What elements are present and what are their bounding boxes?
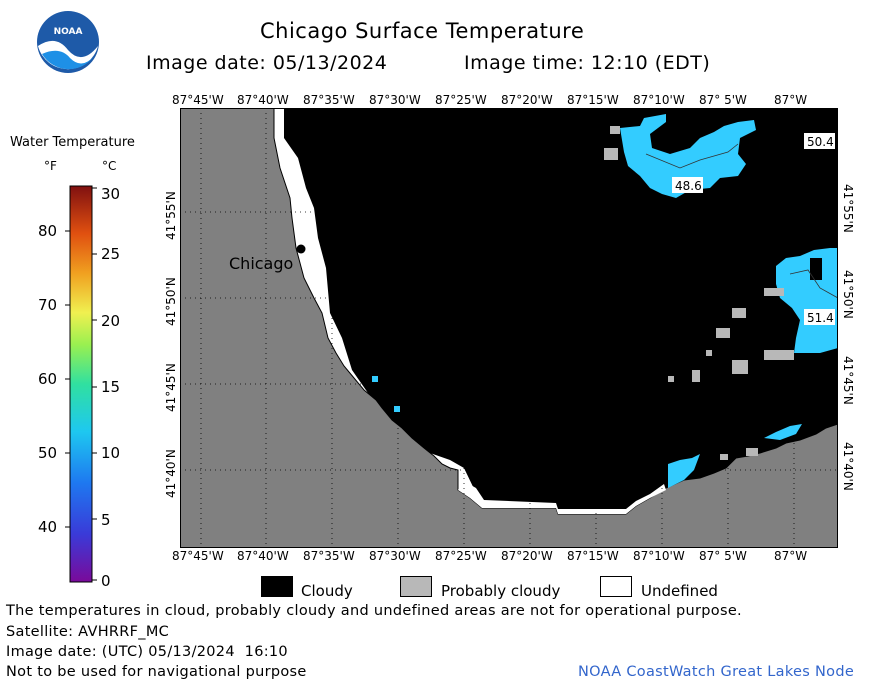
water-patch-ne — [620, 114, 756, 198]
lon-label: 87°W — [774, 93, 807, 107]
lon-labels-top: 87°45'W 87°40'W 87°35'W 87°30'W 87°25'W … — [172, 93, 807, 107]
c-tick-label: 30 — [101, 185, 120, 203]
f-tick-label: 60 — [38, 370, 57, 388]
page-title: Chicago Surface Temperature — [260, 19, 585, 43]
legend-probably-cloudy-swatch — [400, 576, 432, 597]
city-label: Chicago — [229, 254, 293, 273]
contour-line — [789, 269, 838, 299]
lon-label: 87°45'W — [172, 93, 224, 107]
colorbar-gradient — [69, 185, 93, 583]
map-border — [180, 108, 838, 548]
lat-label: 41°40'N — [841, 442, 855, 491]
lon-label: 87°25'W — [435, 549, 487, 563]
colorbar-c-ticks — [92, 187, 97, 581]
lat-labels-left: 41°55'N 41°50'N 41°45'N 41°40'N — [164, 191, 178, 498]
colorbar-unit-c: °C — [102, 159, 117, 173]
lon-label: 87°20'W — [501, 549, 553, 563]
chicago-marker — [296, 244, 306, 254]
lat-label: 41°55'N — [841, 184, 855, 233]
lat-labels-right: 41°55'N 41°50'N 41°45'N 41°40'N — [841, 184, 855, 491]
water-patch-e — [776, 248, 838, 353]
lat-label: 41°45'N — [841, 356, 855, 405]
colorbar: 30 25 20 15 10 5 0 80 70 60 50 40 — [38, 185, 120, 590]
lat-label: 41°45'N — [164, 363, 178, 412]
f-tick-label: 40 — [38, 518, 57, 536]
contour-line — [645, 143, 739, 169]
c-tick-label: 0 — [101, 572, 111, 590]
lon-label: 87°W — [774, 549, 807, 563]
image-time: Image time: 12:10 (EDT) — [464, 52, 711, 74]
lon-label: 87°10'W — [633, 549, 685, 563]
colorbar-unit-f: °F — [44, 159, 57, 173]
water-pixel — [372, 376, 378, 382]
map-panel: Chicago 50.4 48.6 51.4 — [180, 108, 838, 548]
lon-label: 87°15'W — [567, 93, 619, 107]
temperature-label-1: 50.4 — [804, 133, 835, 149]
colorbar-f-ticks — [65, 230, 70, 528]
lon-label: 87°10'W — [633, 93, 685, 107]
svg-text:48.6: 48.6 — [675, 179, 702, 193]
c-tick-label: 15 — [101, 378, 120, 396]
legend-cloudy-label: Cloudy — [301, 582, 353, 600]
lon-label: 87°15'W — [567, 549, 619, 563]
disclaimer-text: The temperatures in cloud, probably clou… — [6, 603, 742, 619]
image-date: Image date: 05/13/2024 — [146, 52, 388, 74]
lon-label: 87°30'W — [369, 93, 421, 107]
f-tick-label: 50 — [38, 444, 57, 462]
undefined-bottom-edge — [458, 480, 666, 514]
legend-probably-cloudy-label: Probably cloudy — [441, 582, 561, 600]
satellite-text: Satellite: AVHRRF_MC — [6, 624, 170, 640]
noaa-logo-text: NOAA — [54, 27, 83, 37]
nav-warning-text: Not to be used for navigational purpose — [6, 664, 307, 680]
f-tick-label: 70 — [38, 296, 57, 314]
lon-label: 87°45'W — [172, 549, 224, 563]
lat-label: 41°50'N — [841, 270, 855, 319]
lon-label: 87° 5'W — [699, 93, 747, 107]
lon-label: 87°25'W — [435, 93, 487, 107]
noaa-logo-icon: NOAA — [37, 11, 99, 73]
land-area — [180, 108, 838, 548]
water-patch-se2 — [764, 424, 802, 440]
svg-text:51.4: 51.4 — [807, 311, 834, 325]
svg-text:50.4: 50.4 — [807, 135, 834, 149]
legend-undefined-label: Undefined — [641, 582, 718, 600]
lon-label: 87°35'W — [303, 549, 355, 563]
lon-label: 87°40'W — [237, 549, 289, 563]
lon-label: 87°30'W — [369, 549, 421, 563]
legend-undefined-swatch — [600, 576, 632, 597]
utc-date-text: Image date: (UTC) 05/13/2024 16:10 — [6, 644, 288, 660]
lon-label: 87°20'W — [501, 93, 553, 107]
legend-cloudy-swatch — [261, 576, 293, 597]
c-tick-label: 25 — [101, 245, 120, 263]
noaa-logo: NOAA — [36, 10, 100, 74]
lon-labels-bottom: 87°45'W 87°40'W 87°35'W 87°30'W 87°25'W … — [172, 549, 807, 563]
lat-label: 41°40'N — [164, 449, 178, 498]
lat-label: 41°55'N — [164, 191, 178, 240]
probably-cloudy-patches — [604, 126, 794, 460]
water-patch-se — [668, 454, 700, 488]
f-tick-label: 80 — [38, 222, 57, 240]
c-tick-label: 20 — [101, 312, 120, 330]
lon-label: 87°40'W — [237, 93, 289, 107]
temperature-label-2: 48.6 — [672, 177, 703, 193]
lon-label: 87° 5'W — [699, 549, 747, 563]
c-tick-label: 5 — [101, 511, 111, 529]
colorbar-title: Water Temperature — [10, 135, 135, 150]
lat-label: 41°50'N — [164, 277, 178, 326]
water-pixel — [394, 406, 400, 412]
credit-text: NOAA CoastWatch Great Lakes Node — [578, 664, 855, 680]
c-tick-label: 10 — [101, 444, 120, 462]
temperature-label-3: 51.4 — [804, 309, 835, 325]
lon-label: 87°35'W — [303, 93, 355, 107]
cloud-pixel — [810, 258, 822, 280]
